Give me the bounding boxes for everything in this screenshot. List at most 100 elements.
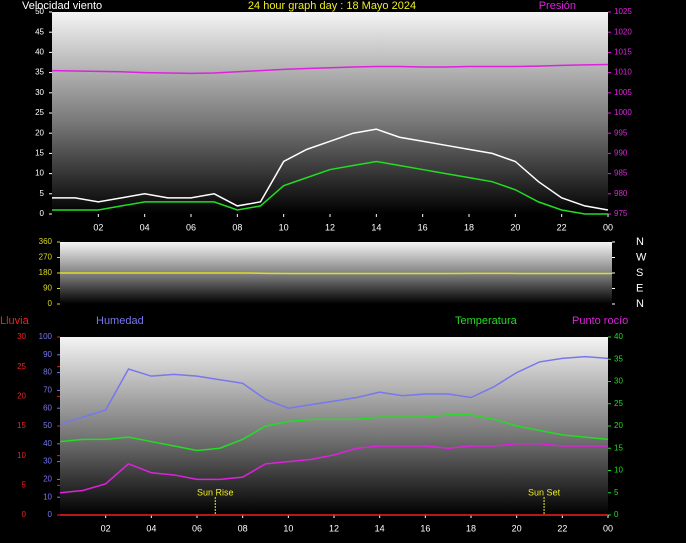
y2-tick-label: N	[636, 236, 644, 248]
y2-axis-title: Presión	[539, 0, 576, 12]
legend-entry: Lluvia	[0, 315, 30, 327]
y2-tick-label: 1015	[614, 48, 632, 57]
x-tick-label: 08	[232, 222, 242, 232]
y2-tick-label: 15	[614, 443, 623, 452]
legend-entry: Temperatura	[455, 315, 518, 327]
y-tick-label: 5	[40, 189, 45, 198]
y2-tick-label: 980	[614, 189, 628, 198]
y-tick-label: 50	[43, 421, 52, 430]
y2-tick-label: 25	[614, 399, 623, 408]
x-tick-label: 12	[329, 523, 339, 533]
series-line	[51, 63, 609, 75]
annotation: Sun Rise	[197, 487, 234, 497]
y2-tick-label: 975	[614, 209, 628, 218]
y-tick-label: 90	[43, 284, 52, 293]
y2-tick-label: 1020	[614, 27, 632, 36]
y-tick-label: 30	[35, 88, 44, 97]
plot-area	[52, 12, 608, 214]
y-tick-label: 180	[39, 268, 53, 277]
y-tick-label: 270	[39, 253, 53, 262]
y-tick-label: 70	[43, 386, 52, 395]
y2-tick-label: 1010	[614, 68, 632, 77]
x-tick-label: 20	[512, 523, 522, 533]
y-tick-label: 35	[35, 68, 44, 77]
y2-tick-label: 0	[614, 510, 619, 519]
plot-area	[60, 337, 608, 515]
y2-tick-label: 995	[614, 128, 628, 137]
y-tick-label: 0	[40, 209, 45, 218]
series-line	[60, 272, 612, 275]
y-tick-label: 40	[35, 48, 44, 57]
x-tick-label: 18	[466, 523, 476, 533]
y2-tick-label: 5	[614, 488, 619, 497]
y3-tick-label: 30	[17, 332, 26, 341]
y2-tick-label: 1025	[614, 7, 632, 16]
y-axis-title: Velocidad viento	[22, 0, 102, 12]
y2-tick-label: 1000	[614, 108, 632, 117]
x-tick-label: 06	[186, 222, 196, 232]
y-tick-label: 0	[48, 510, 53, 519]
y3-tick-label: 5	[22, 480, 27, 489]
y3-tick-label: 20	[17, 391, 26, 400]
y-tick-label: 50	[35, 7, 44, 16]
y-tick-label: 80	[43, 368, 52, 377]
x-tick-label: 14	[371, 222, 381, 232]
x-tick-label: 10	[283, 523, 293, 533]
y-tick-label: 20	[35, 128, 44, 137]
x-tick-label: 04	[146, 523, 156, 533]
y2-tick-label: N	[636, 298, 644, 310]
y-tick-label: 15	[35, 149, 44, 158]
annotation: Sun Set	[528, 487, 561, 497]
x-tick-label: 14	[375, 523, 385, 533]
x-tick-label: 10	[279, 222, 289, 232]
legend-entry: Punto rocío	[572, 315, 628, 327]
x-tick-label: 04	[140, 222, 150, 232]
series-line	[59, 355, 609, 425]
x-tick-label: 08	[238, 523, 248, 533]
x-tick-label: 22	[557, 523, 567, 533]
y2-tick-label: W	[636, 251, 647, 263]
x-tick-label: 06	[192, 523, 202, 533]
y-tick-label: 45	[35, 27, 44, 36]
x-tick-label: 16	[420, 523, 430, 533]
x-tick-label: 02	[101, 523, 111, 533]
y-tick-label: 40	[43, 439, 52, 448]
y3-tick-label: 25	[17, 362, 26, 371]
series-line	[59, 443, 608, 494]
y-tick-label: 10	[43, 492, 52, 501]
y-tick-label: 360	[39, 237, 53, 246]
y-tick-label: 20	[43, 475, 52, 484]
y2-tick-label: 990	[614, 149, 628, 158]
y-tick-label: 60	[43, 403, 52, 412]
y2-tick-label: E	[636, 282, 643, 294]
y2-tick-label: 985	[614, 169, 628, 178]
y-tick-label: 100	[39, 332, 53, 341]
x-tick-label: 12	[325, 222, 335, 232]
chart-title: 24 hour graph day : 18 Mayo 2024	[248, 0, 416, 12]
x-tick-label: 16	[418, 222, 428, 232]
y-tick-label: 25	[35, 108, 44, 117]
y2-tick-label: 20	[614, 421, 623, 430]
x-tick-label: 20	[510, 222, 520, 232]
y2-tick-label: 35	[614, 354, 623, 363]
legend-entry: Humedad	[96, 315, 144, 327]
y-tick-label: 10	[35, 169, 44, 178]
y-tick-label: 90	[43, 350, 52, 359]
x-tick-label: 00	[603, 523, 613, 533]
y3-tick-label: 15	[17, 421, 26, 430]
y3-tick-label: 0	[22, 510, 27, 519]
y3-tick-label: 10	[17, 451, 26, 460]
x-tick-label: 00	[603, 222, 613, 232]
series-line	[59, 414, 609, 452]
x-tick-label: 02	[93, 222, 103, 232]
y2-tick-label: 40	[614, 332, 623, 341]
y-tick-label: 30	[43, 457, 52, 466]
y-tick-label: 0	[48, 299, 53, 308]
y2-tick-label: S	[636, 267, 643, 279]
series-line	[52, 160, 608, 215]
y2-tick-label: 30	[614, 377, 623, 386]
y2-tick-label: 1005	[614, 88, 632, 97]
x-tick-label: 22	[557, 222, 567, 232]
series-line	[52, 128, 609, 211]
